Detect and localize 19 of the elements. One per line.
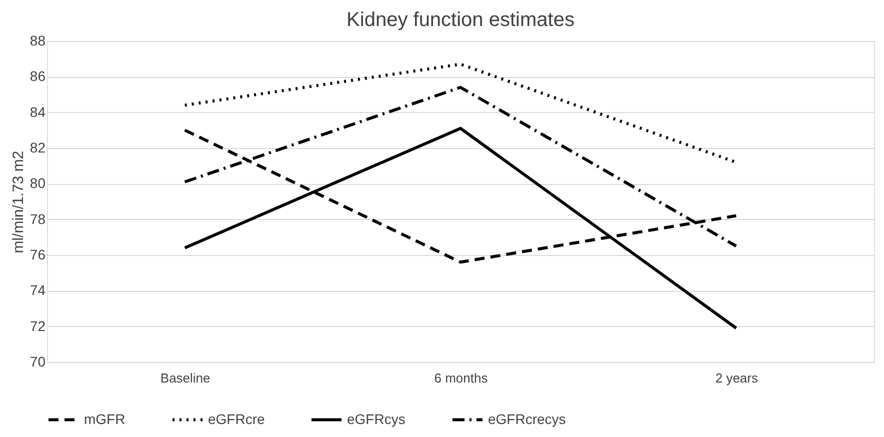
y-tick-label: 78 xyxy=(30,210,46,227)
x-tick-label: 6 months xyxy=(434,370,488,386)
legend-label: eGFRcys xyxy=(347,410,406,427)
y-tick-label: 88 xyxy=(30,32,46,48)
legend-label: eGFRcrecys xyxy=(488,410,566,427)
x-tick-label: 2 years xyxy=(715,370,758,386)
y-tick-label: 80 xyxy=(30,175,46,192)
y-tick-label: 84 xyxy=(30,104,46,120)
y-tick-label: 70 xyxy=(30,354,46,370)
chart-title: Kidney function estimates xyxy=(346,9,574,31)
y-tick-label: 82 xyxy=(30,140,46,156)
y-tick-label: 76 xyxy=(30,246,46,262)
y-tick-label: 72 xyxy=(30,318,46,334)
y-tick-label: 74 xyxy=(30,282,46,298)
y-tick-label: 86 xyxy=(30,68,46,84)
legend-label: eGFRcre xyxy=(208,410,265,427)
x-tick-label: Baseline xyxy=(160,370,210,386)
y-axis-title: ml/min/1.73 m2 xyxy=(10,150,27,254)
legend-label: mGFR xyxy=(84,410,126,427)
